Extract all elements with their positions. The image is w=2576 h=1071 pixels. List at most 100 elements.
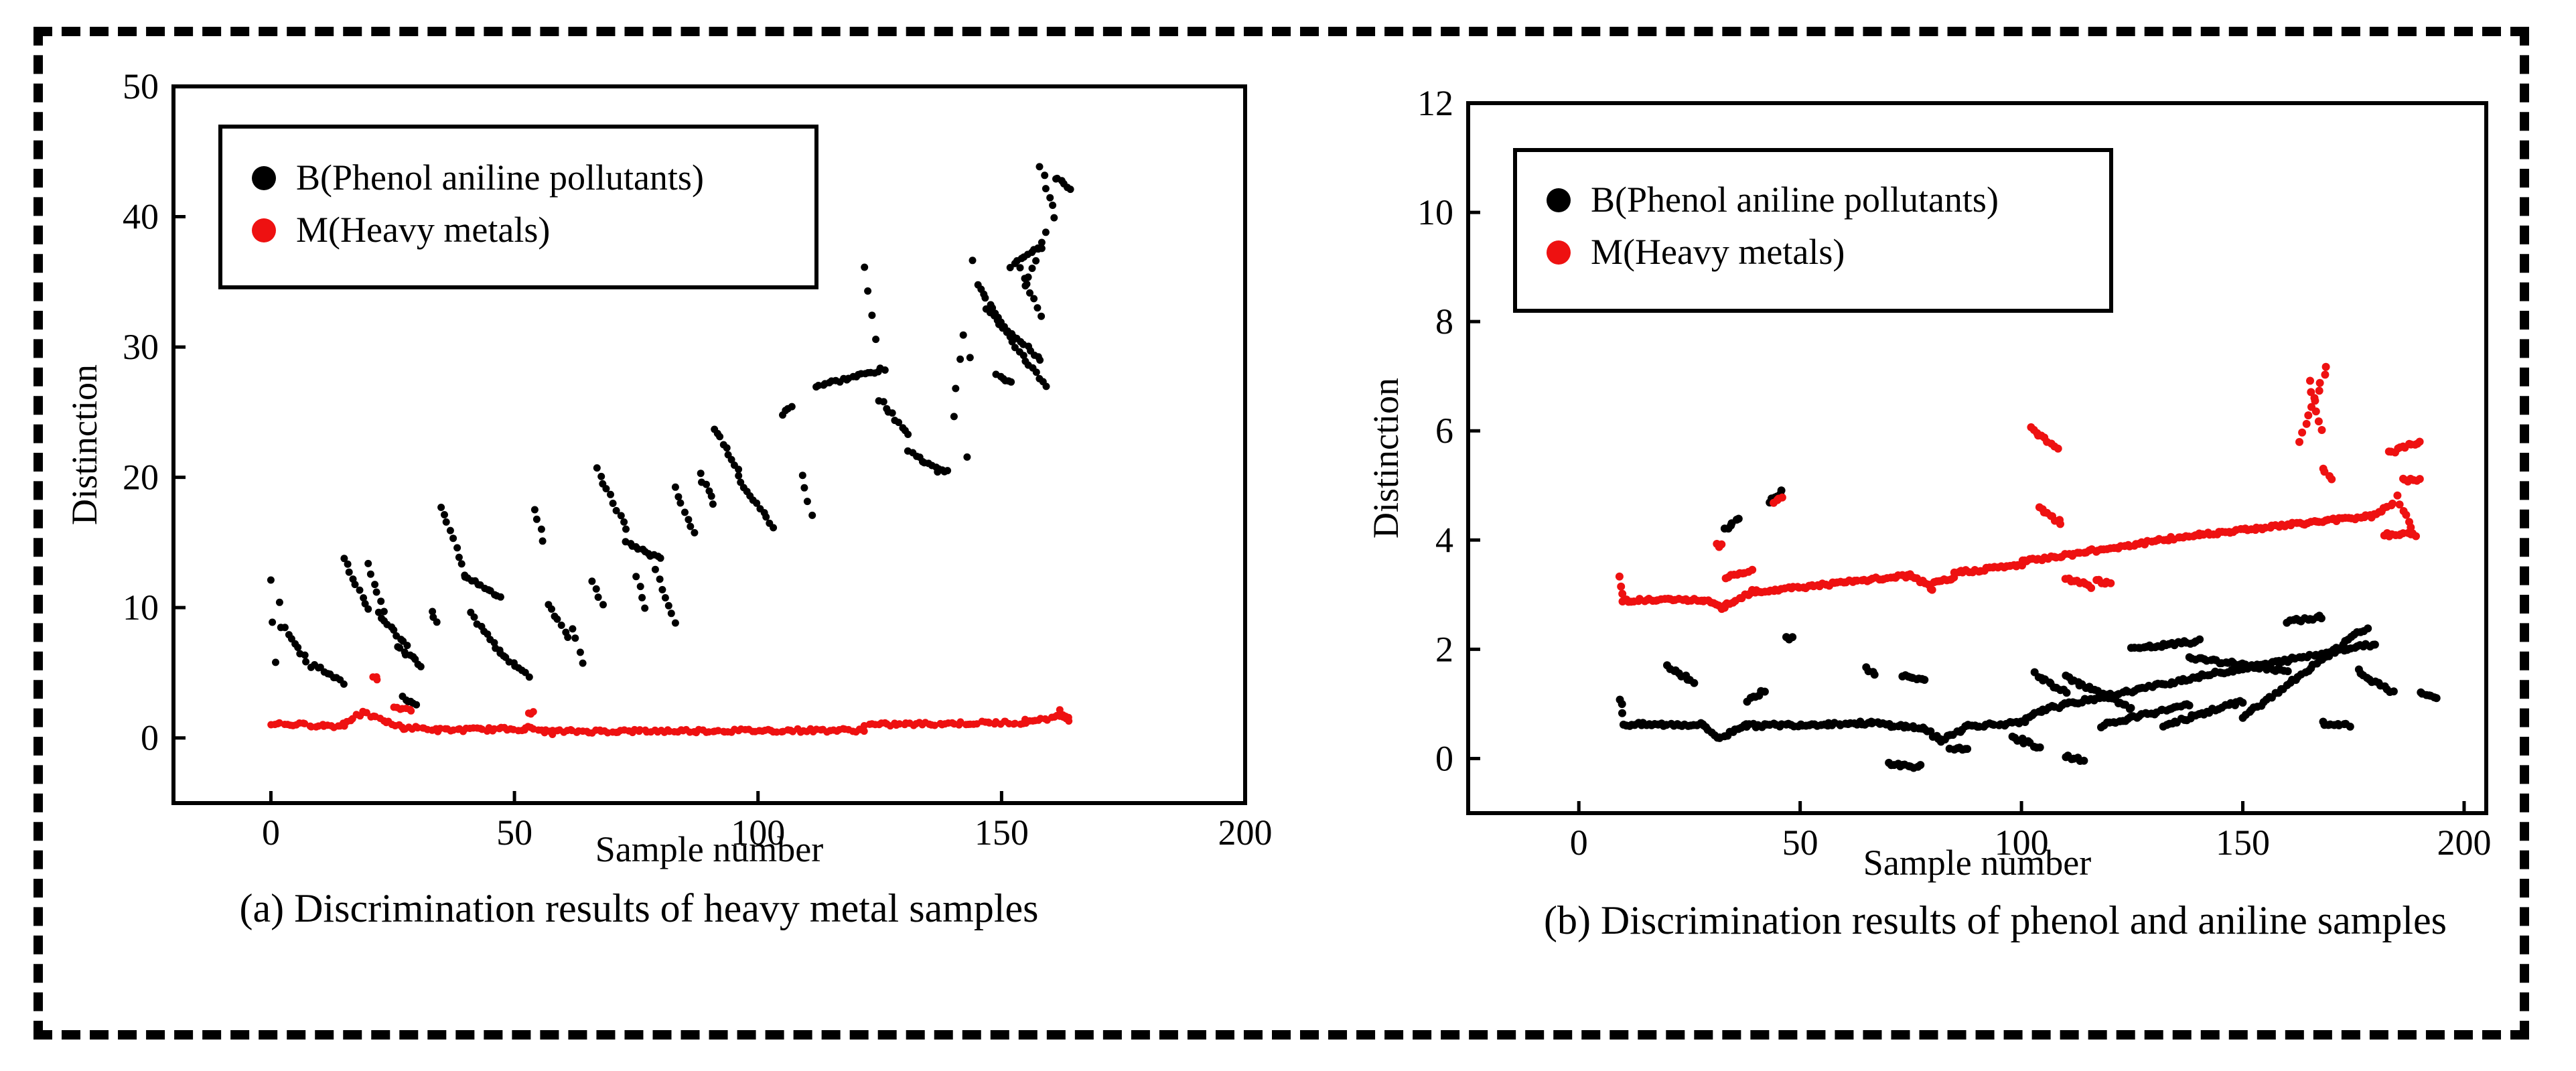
chart-a-point-m — [860, 727, 868, 735]
chart-a-point-b — [1019, 352, 1027, 360]
chart-a-point-b — [396, 644, 404, 652]
chart-a-point-b — [727, 455, 735, 463]
chart-a-point-b — [366, 570, 374, 578]
chart-a-point-m — [373, 676, 381, 684]
chart-a-legend: B(Phenol aniline pollutants) M(Heavy met… — [218, 125, 818, 289]
chart-b-ytick-label: 8 — [1435, 301, 1453, 342]
chart-b-point-b — [2364, 624, 2372, 633]
chart-a-point-b — [607, 490, 614, 498]
chart-b-point-m — [1748, 565, 1757, 574]
chart-a-point-b — [1036, 356, 1044, 364]
chart-b-point-m — [1615, 572, 1624, 581]
chart-b-point-m — [2402, 510, 2411, 519]
chart-b-point-m — [1617, 582, 1626, 591]
chart-a-point-b — [981, 294, 989, 302]
chart-b-point-m — [2395, 500, 2404, 509]
chart-a-point-b — [351, 581, 359, 589]
chart-a-point-b — [457, 560, 466, 568]
chart-a-point-b — [620, 518, 628, 526]
chart-b-xtick-label: 50 — [1782, 823, 1818, 863]
chart-a-point-b — [952, 384, 960, 392]
chart-b-point-m — [2328, 475, 2336, 484]
chart-a-point-b — [685, 516, 693, 524]
chart-a-point-m — [1065, 717, 1073, 725]
chart-a-point-b — [735, 472, 743, 480]
chart-a-point-b — [593, 464, 601, 472]
chart-b-point-b — [1734, 514, 1743, 523]
chart-a-point-m — [931, 721, 939, 729]
chart-b-point-m — [2321, 362, 2330, 371]
chart-a-point-b — [651, 565, 659, 573]
chart-a-point-b — [490, 639, 498, 647]
chart-a-xtick-label: 200 — [1218, 812, 1273, 853]
chart-a-point-b — [969, 257, 977, 265]
chart-a-point-b — [641, 604, 649, 612]
chart-a-point-b — [798, 472, 806, 480]
chart-a-point-b — [281, 624, 289, 632]
chart-a-point-b — [356, 586, 364, 594]
chart-b-point-m — [2311, 407, 2320, 416]
chart-a-point-b — [723, 444, 731, 452]
chart-a-point-b — [638, 593, 646, 601]
chart-a-point-b — [433, 618, 441, 626]
chart-b-point-b — [2317, 614, 2325, 623]
chart-b-ytick-label: 2 — [1435, 629, 1453, 669]
chart-b-xtick-label: 150 — [2216, 823, 2270, 863]
chart-b-xtick-label: 100 — [1995, 823, 2049, 863]
chart-a-point-b — [413, 701, 421, 709]
chart-a-point-b — [868, 311, 876, 319]
chart-a-point-b — [872, 336, 880, 344]
chart-a-point-b — [716, 433, 724, 441]
chart-a-point-b — [709, 500, 717, 508]
chart-b-point-m — [2311, 397, 2319, 405]
chart-a-point-b — [1032, 368, 1040, 376]
chart-a-point-b — [1032, 257, 1040, 265]
chart-a-point-b — [944, 467, 952, 475]
chart-a-point-b — [1024, 273, 1032, 281]
chart-b-point-b — [2062, 689, 2071, 697]
chart-b-xtick-label: 200 — [2437, 823, 2491, 863]
chart-a-point-b — [470, 613, 478, 621]
chart-a-point-b — [707, 492, 715, 500]
chart-b-point-m — [2321, 370, 2330, 379]
chart-a-point-b — [1037, 238, 1046, 246]
chart-b-ytick-label: 10 — [1417, 192, 1453, 232]
chart-a-point-b — [966, 354, 974, 362]
chart-a-point-m — [636, 726, 644, 734]
chart-a-point-b — [895, 419, 903, 427]
chart-a-point-m — [529, 708, 537, 716]
chart-b-point-b — [2127, 704, 2135, 712]
chart-b-point-m — [2412, 532, 2420, 541]
chart-b-point-m — [2054, 444, 2062, 453]
chart-a-point-m — [1011, 719, 1019, 727]
chart-a-point-b — [656, 554, 664, 562]
chart-a-point-b — [612, 506, 620, 514]
chart-a-point-b — [1034, 245, 1042, 253]
chart-a-point-b — [569, 625, 577, 633]
chart-a-point-b — [956, 355, 964, 363]
chart-b-point-b — [1760, 687, 1769, 696]
chart-a-point-b — [390, 626, 398, 634]
panel-b: 0 50 100 150 200 0 2 4 6 8 10 12 Sample number Dis… — [1331, 36, 2523, 1049]
chart-b-point-m — [2106, 579, 2115, 587]
chart-a-point-b — [1041, 171, 1049, 180]
dashed-figure-border: 0 50 100 150 200 0 10 20 30 40 50 Sample number D… — [33, 27, 2529, 1040]
chart-a-point-b — [588, 577, 596, 585]
chart-a-point-b — [881, 366, 889, 374]
chart-a-point-b — [571, 634, 579, 642]
chart-a-point-b — [667, 610, 675, 618]
chart-a-point-b — [800, 484, 808, 492]
chart-a-xlabel: Sample number — [595, 829, 823, 869]
chart-a-point-b — [269, 618, 277, 626]
chart-b-point-m — [2317, 426, 2326, 434]
chart-b-point-b — [2238, 699, 2247, 707]
chart-a-point-b — [671, 483, 679, 491]
chart-a-point-b — [272, 658, 279, 666]
chart-a-point-b — [579, 659, 587, 667]
chart-a-point-b — [1016, 264, 1024, 272]
chart-b-legend-marker-b — [1547, 188, 1571, 212]
chart-a-point-b — [275, 598, 283, 606]
chart-a-point-b — [1049, 202, 1057, 209]
chart-a-point-b — [1021, 282, 1029, 290]
chart-b-ytick-label: 6 — [1435, 411, 1453, 451]
